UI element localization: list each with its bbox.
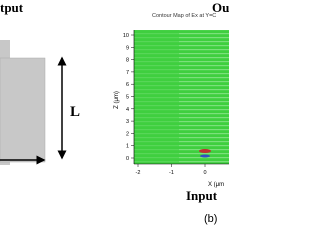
y-tick-label: 6 xyxy=(126,82,129,88)
y-tick-label: 8 xyxy=(126,58,129,64)
structure xyxy=(0,57,46,163)
x-tick-label: -2 xyxy=(136,170,141,176)
output-label: Ou xyxy=(212,0,229,15)
input-label: Input xyxy=(186,188,218,203)
y-axis-label: Z (μm) xyxy=(114,91,120,109)
y-tick-label: 3 xyxy=(126,119,129,125)
field-map xyxy=(134,30,179,164)
x-tick-label: -1 xyxy=(169,170,174,176)
y-tick-label: 0 xyxy=(126,156,129,162)
panel-label: (b) xyxy=(204,213,217,225)
plot-title: Contour Map of Ex at Y=C xyxy=(152,13,216,19)
length-label: L xyxy=(70,104,80,120)
output-label: tput xyxy=(0,0,24,15)
figure: tput L Ou Contour Map of Ex at Y=C Z (μm… xyxy=(0,0,229,225)
y-tick-label: 4 xyxy=(126,107,129,113)
x-axis-label: X (μm xyxy=(208,182,224,188)
hot-spot xyxy=(200,154,210,158)
y-tick-label: 1 xyxy=(126,144,129,150)
y-tick-label: 7 xyxy=(126,70,129,76)
y-tick-label: 10 xyxy=(123,33,129,39)
y-tick-label: 2 xyxy=(126,131,129,137)
x-tick-label: 0 xyxy=(203,170,206,176)
y-tick-label: 9 xyxy=(126,45,129,51)
y-tick-label: 5 xyxy=(126,95,129,101)
hot-spot xyxy=(199,149,211,153)
ticks: 0 1 2 3 4 5 6 7 8 9 10 -2 -1 0 xyxy=(123,33,207,176)
